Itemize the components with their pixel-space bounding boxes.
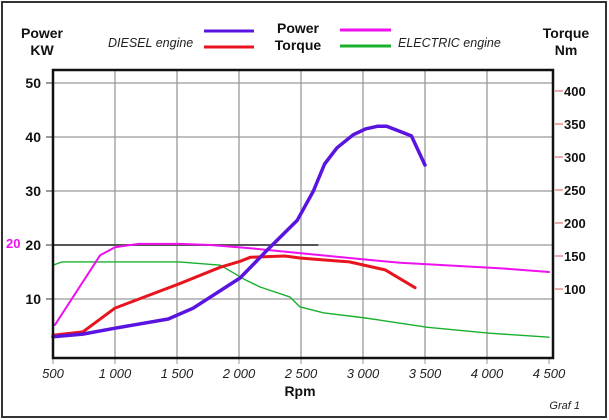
y-right-tick-label: 200 [564, 216, 586, 231]
series-lines [51, 124, 550, 339]
left-axis-title-line1: Power [21, 25, 64, 41]
x-axis-title: Rpm [284, 383, 315, 399]
annotation-label: 20 [6, 236, 20, 251]
caption: Graf 1 [549, 400, 580, 412]
y-left-tick-label: 40 [25, 129, 41, 145]
series-line-electric-engine-power [53, 242, 550, 326]
legend-torque-label: Torque [275, 37, 322, 53]
y-left-tick-label: 30 [25, 183, 41, 199]
y-right-tick-label: 350 [564, 117, 586, 132]
x-tick-label: 3 500 [409, 366, 442, 381]
left-axis-title-line2: KW [30, 42, 54, 58]
x-tick-label: 1 500 [161, 366, 194, 381]
electric-legend-label: ELECTRIC engine [398, 36, 501, 50]
y-left-tick-label: 10 [25, 291, 41, 307]
x-tick-label: 3 000 [347, 366, 380, 381]
diesel-legend-label: DIESEL engine [108, 36, 193, 50]
x-tick-label: 4 500 [533, 366, 566, 381]
y-right-tick-label: 300 [564, 150, 586, 165]
series-line-electric-engine-torque [52, 261, 550, 338]
x-tick-label: 500 [42, 366, 64, 381]
y-left-tick-label: 20 [25, 237, 41, 253]
right-axis-title-line1: Torque [543, 25, 590, 41]
legend-power-label: Power [277, 20, 320, 36]
y-right-tick-label: 400 [564, 84, 586, 99]
x-tick-label: 1 000 [99, 366, 132, 381]
x-tick-label: 4 000 [471, 366, 504, 381]
axis-ticks: 500 1 000 1 500 2 000 2 500 3 000 3 500 4 000 4 … [25, 75, 585, 381]
right-axis-title-line2: Nm [555, 42, 578, 58]
y-left-tick-label: 50 [25, 75, 41, 91]
plot-area-border [51, 68, 555, 360]
y-right-tick-label: 250 [564, 183, 586, 198]
y-right-tick-label: 150 [564, 249, 586, 264]
x-tick-label: 2 000 [222, 366, 256, 381]
series-line-diesel-engine-power [51, 124, 427, 339]
series-line-diesel-engine-torque [51, 254, 417, 337]
y-right-tick-label: 100 [564, 282, 586, 297]
x-tick-label: 2 500 [284, 366, 318, 381]
